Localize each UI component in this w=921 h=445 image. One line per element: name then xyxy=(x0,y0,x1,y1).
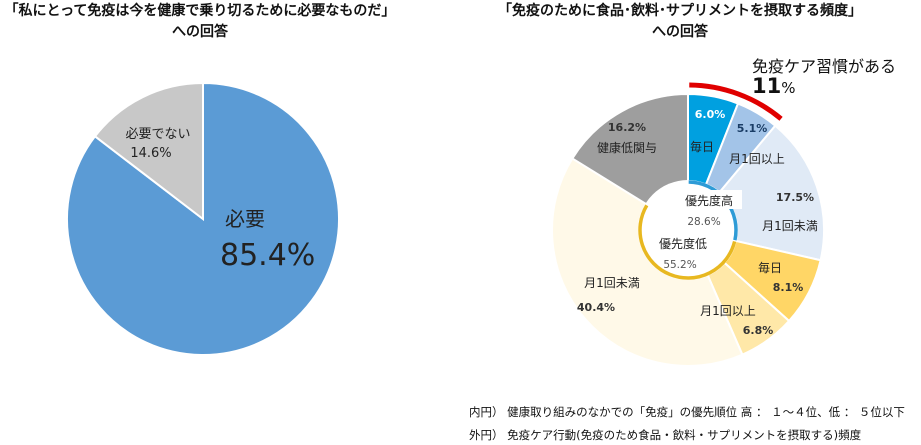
outer-value-7: 16.2% xyxy=(608,121,646,134)
note-outer-ring: 外円） 免疫ケア行動(免疫のため食品・飲料・サプリメントを摂取する)頻度 xyxy=(469,428,862,442)
callout-highlight-arc xyxy=(689,82,783,121)
callout-number: 11 xyxy=(752,74,782,98)
callout-value: 11% xyxy=(752,74,796,98)
left-title-line1: 「私にとって免疫は今を健康で乗り切るために必要なものだ」 xyxy=(4,3,396,19)
left-chart-title: 「私にとって免疫は今を健康で乗り切るために必要なものだ」 への回答 xyxy=(0,1,400,43)
right-title-line1: 「免疫のために食品･飲料･サプリメントを摂取する頻度」 xyxy=(498,3,862,19)
left-pie-value-1: 85.4% xyxy=(220,238,315,273)
outer-label-6: 月1回未満 xyxy=(584,276,640,290)
left-pie-value-2: 14.6% xyxy=(130,146,171,161)
callout-label: 免疫ケア習慣がある xyxy=(752,57,897,76)
inner-value-1: 28.6% xyxy=(687,216,720,228)
outer-label-7: 健康低関与 xyxy=(597,140,657,155)
outer-value-6: 40.4% xyxy=(577,301,615,314)
outer-label-5: 月1回以上 xyxy=(700,304,756,318)
outer-label-3: 月1回未満 xyxy=(762,219,818,233)
inner-label-1: 優先度高 xyxy=(685,193,733,208)
outer-value-2: 5.1% xyxy=(737,122,768,135)
left-pie-label-1: 必要 xyxy=(225,207,265,231)
inner-label-2: 優先度低 xyxy=(659,236,707,251)
right-title-line2: への回答 xyxy=(652,24,708,40)
outer-value-4: 8.1% xyxy=(773,281,804,294)
left-pie-slice-2 xyxy=(93,81,204,222)
note-inner-ring: 内円） 健康取り組みのなかでの「免疫」の優先順位 高 ： １～４位、低 ： ５位… xyxy=(469,405,905,419)
outer-label-2: 月1回以上 xyxy=(729,152,785,166)
inner-label-box-1 xyxy=(676,190,742,209)
inner-value-2: 55.2% xyxy=(663,259,696,271)
callout-unit: % xyxy=(781,79,796,97)
left-pie-label-2: 必要でない xyxy=(125,127,190,142)
outer-value-3: 17.5% xyxy=(776,191,814,204)
outer-label-1: 毎日 xyxy=(690,139,714,154)
left-title-line2: への回答 xyxy=(172,24,228,40)
outer-value-5: 6.8% xyxy=(743,324,774,337)
outer-value-1: 6.0% xyxy=(695,108,726,121)
outer-label-4: 毎日 xyxy=(758,260,782,275)
inner-ring-outline-2 xyxy=(638,204,737,280)
outer-ring-slice-6 xyxy=(551,157,744,367)
right-chart-title: 「免疫のために食品･飲料･サプリメントを摂取する頻度」 への回答 xyxy=(445,1,915,43)
